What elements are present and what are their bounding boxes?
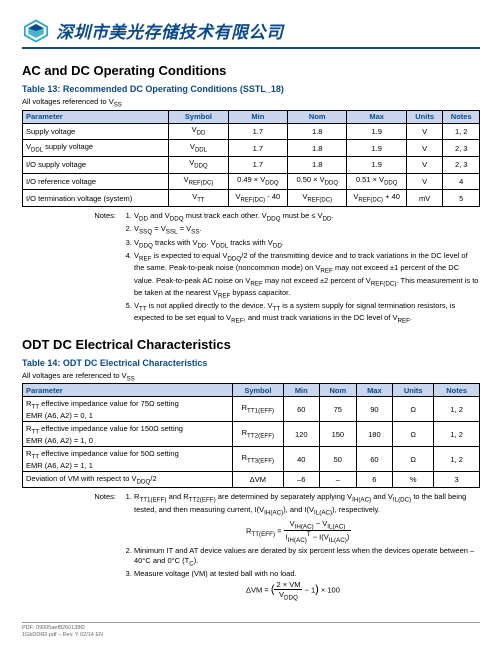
table-row: I/O reference voltageVREF(DC)0.49 × VDDQ… [23, 173, 480, 190]
formula-dvm: ΔVM = (2 × VMVDDQ − 1) × 100 [246, 580, 480, 602]
table-13-subnote: All voltages referenced to VSS [22, 97, 480, 109]
notes-block-1: Notes: VDD and VDDQ must track each othe… [22, 211, 480, 327]
table-row: I/O supply voltageVDDQ1.71.81.9V2, 3 [23, 156, 480, 173]
footer-line-1: PDF: 09005aef8260138f2 [22, 625, 480, 632]
note-item: VDD and VDDQ must track each other. VDDQ… [134, 211, 480, 223]
table-13: ParameterSymbolMinNomMaxUnitsNotesSupply… [22, 110, 480, 207]
notes-list-2: RTT1(EFF) and RTT2(EFF) are determined b… [122, 492, 480, 604]
note-item: Minimum IT and AT device values are dera… [134, 546, 480, 568]
table-14: ParameterSymbolMinNomMaxUnitsNotesRTT ef… [22, 383, 480, 488]
company-logo-icon [22, 19, 50, 43]
table-13-title: Table 13: Recommended DC Operating Condi… [22, 84, 480, 94]
table-row: Supply voltageVDD1.71.81.9V1, 2 [23, 123, 480, 140]
formula-rtt: RTT(EFF) = VIH(AC) − VIL(AC)IIH(AC)T − I… [246, 519, 480, 545]
notes-list-1: VDD and VDDQ must track each other. VDDQ… [122, 211, 480, 327]
notes-label-2: Notes: [22, 492, 122, 604]
table-row: VDDL supply voltageVDDL1.71.81.9V2, 3 [23, 140, 480, 157]
note-item: VSSQ = VSSL = VSS. [134, 224, 480, 236]
table-row: RTT effective impedance value for 75Ω se… [23, 397, 480, 422]
note-item: VREF is expected to equal VDDQ/2 of the … [134, 251, 480, 300]
notes-block-2: Notes: RTT1(EFF) and RTT2(EFF) are deter… [22, 492, 480, 604]
table-14-title: Table 14: ODT DC Electrical Characterist… [22, 358, 480, 368]
section-heading-2: ODT DC Electrical Characteristics [22, 337, 480, 352]
note-item: RTT1(EFF) and RTT2(EFF) are determined b… [134, 492, 480, 517]
table-row: I/O termination voltage (system)VTTVREF(… [23, 190, 480, 207]
footer-line-2: 1GbDDR2.pdf – Rev. Y 02/14 EN [22, 632, 480, 639]
table-14-subnote: All voltages are referenced to VSS [22, 371, 480, 383]
company-header: 深圳市美光存储技术有限公司 [22, 18, 480, 49]
table-row: RTT effective impedance value for 50Ω se… [23, 447, 480, 472]
note-item: VDDQ tracks with VDD. VDDL tracks with V… [134, 238, 480, 250]
company-name: 深圳市美光存储技术有限公司 [56, 18, 284, 43]
notes-label: Notes: [22, 211, 122, 327]
note-item: Measure voltage (VM) at tested ball with… [134, 569, 480, 578]
table-row: Deviation of VM with respect to VDDQ/2ΔV… [23, 472, 480, 488]
section-heading-1: AC and DC Operating Conditions [22, 63, 480, 78]
page-footer: PDF: 09005aef8260138f2 1GbDDR2.pdf – Rev… [22, 622, 480, 638]
table-row: RTT effective impedance value for 150Ω s… [23, 422, 480, 447]
note-item: VTT is not applied directly to the devic… [134, 301, 480, 326]
